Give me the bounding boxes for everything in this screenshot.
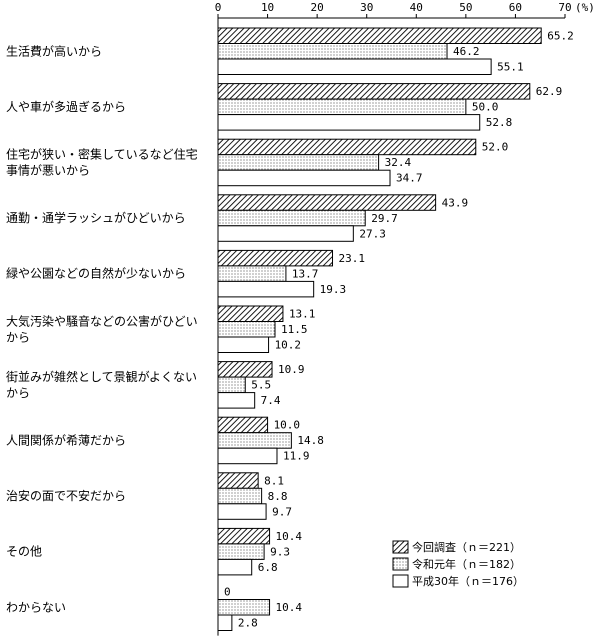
bar — [217, 114, 481, 131]
category-label: 緑や公園などの自然が少ないから — [6, 266, 186, 281]
data-label: 43.9 — [442, 196, 469, 209]
bar — [217, 209, 366, 227]
bar — [217, 98, 467, 116]
category-label: 人や車が多過ぎるから — [6, 99, 126, 114]
category-label: その他 — [6, 545, 42, 559]
data-label: 11.5 — [281, 323, 308, 336]
bar — [217, 194, 437, 211]
x-tick-label: 50 — [459, 1, 472, 14]
category-label: から — [6, 386, 30, 400]
data-label: 9.3 — [270, 545, 290, 558]
category-label: わからない — [6, 600, 66, 614]
category-label: 通勤・通学ラッシュがひどいから — [6, 210, 186, 225]
legend-label: 平成30年（ｎ＝176） — [412, 574, 524, 588]
x-tick-label: 10 — [261, 1, 274, 14]
bar — [217, 138, 477, 156]
bars: 65.2 62.9 52.0 43.9 23.1 13.1 10.9 10.0 8.1 10.4 0… — [217, 27, 574, 631]
data-label: 27.3 — [359, 227, 386, 240]
bar — [217, 432, 292, 449]
data-label: 10.2 — [275, 339, 302, 352]
data-label: 13.7 — [292, 267, 319, 280]
legend-swatch — [392, 557, 409, 571]
data-label: 62.9 — [536, 85, 563, 98]
data-label: 2.8 — [238, 617, 258, 630]
bar — [217, 416, 269, 434]
bar — [217, 83, 531, 100]
x-tick-label: 0 — [215, 1, 222, 14]
data-label: 9.7 — [272, 505, 292, 518]
bar — [217, 27, 542, 44]
legend-swatch — [392, 540, 409, 554]
data-label: 46.2 — [453, 45, 480, 58]
data-label: 10.4 — [276, 530, 303, 543]
legend-swatch — [392, 574, 409, 588]
data-label: 34.7 — [396, 172, 423, 185]
category-label: 人間関係が希薄だから — [6, 432, 126, 447]
bar — [217, 43, 448, 60]
category-label: から — [6, 330, 30, 344]
bar — [217, 447, 278, 465]
bar — [217, 305, 284, 322]
legend-label: 今回調査（ｎ＝221） — [412, 540, 521, 554]
data-label: 8.8 — [268, 490, 288, 503]
data-label: 10.9 — [278, 363, 305, 376]
data-label: 52.0 — [482, 141, 509, 154]
bar — [217, 376, 246, 394]
data-label: 8.1 — [264, 474, 284, 487]
x-tick-label: 60 — [509, 1, 522, 14]
category-label: 街並みが雑然として景観がよくない — [6, 369, 197, 384]
data-label: 19.3 — [320, 283, 347, 296]
x-tick-label: 40 — [410, 1, 423, 14]
x-tick-label: 30 — [360, 1, 373, 14]
data-label: 55.1 — [497, 61, 523, 74]
bar — [217, 614, 233, 631]
bar — [217, 503, 267, 520]
bar — [217, 558, 253, 576]
data-label: 52.8 — [486, 116, 513, 129]
bar — [217, 599, 271, 616]
x-tick-label: 20 — [311, 1, 324, 14]
bar — [217, 392, 256, 409]
bar — [217, 472, 259, 489]
data-label: 65.2 — [547, 30, 574, 43]
x-axis-unit: (%) — [575, 1, 595, 14]
data-label: 50.0 — [472, 101, 499, 114]
bar — [217, 361, 273, 378]
data-label: 0 — [224, 586, 231, 599]
bar — [217, 58, 492, 75]
category-label: 事情が悪いから — [6, 162, 90, 177]
data-label: 29.7 — [371, 212, 398, 225]
bar — [217, 527, 271, 545]
data-label: 7.4 — [261, 394, 281, 407]
category-label: 住宅が狭い・密集しているなど住宅 — [6, 146, 198, 161]
legend: 今回調査（ｎ＝221） 令和元年（ｎ＝182） 平成30年（ｎ＝176） — [392, 540, 524, 588]
data-label: 6.8 — [258, 561, 278, 574]
bar — [217, 225, 354, 242]
category-label: 大気汚染や騒音などの公害がひどい — [6, 313, 198, 328]
bar — [217, 154, 380, 171]
x-tick-label: 70 — [558, 1, 571, 14]
bar — [217, 487, 263, 505]
data-label: 13.1 — [289, 308, 316, 321]
data-label: 23.1 — [339, 252, 366, 265]
bar — [217, 265, 287, 282]
category-labels: 生活費が高いから人や車が多過ぎるから住宅が狭い・密集しているなど住宅事情が悪いか… — [6, 43, 198, 614]
category-label: 治安の面で不安だから — [6, 488, 126, 503]
data-label: 5.5 — [251, 379, 271, 392]
bar — [217, 280, 315, 298]
data-label: 11.9 — [283, 450, 310, 463]
bar — [217, 336, 270, 353]
bar — [217, 249, 334, 267]
data-label: 10.0 — [274, 419, 301, 432]
bar — [217, 321, 276, 338]
data-label: 14.8 — [297, 434, 324, 447]
legend-label: 令和元年（ｎ＝182） — [412, 557, 521, 571]
category-label: 生活費が高いから — [6, 43, 102, 58]
data-label: 32.4 — [385, 156, 412, 169]
bar — [217, 169, 391, 187]
data-label: 10.4 — [276, 601, 303, 614]
bar — [217, 543, 265, 560]
